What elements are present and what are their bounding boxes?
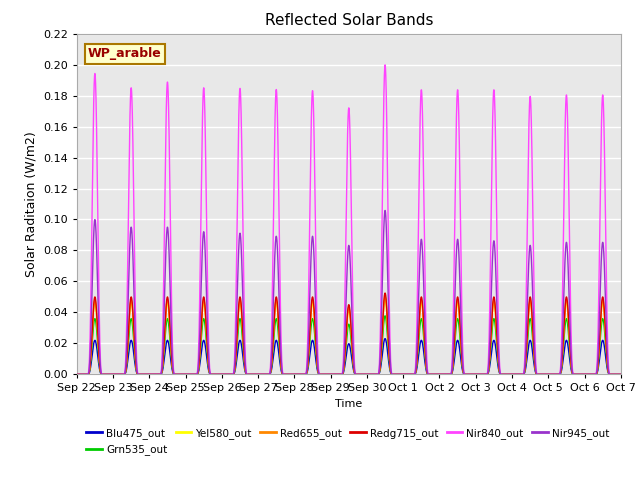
Nir945_out (189, 372, 197, 377)
Blu475_out (381, 336, 389, 341)
Line: Nir840_out: Nir840_out (77, 65, 621, 374)
Yel580_out (73, 372, 81, 377)
Nir945_out (381, 207, 389, 213)
Grn535_out (184, 372, 191, 377)
Nir945_out (424, 371, 431, 377)
Red655_out (424, 371, 431, 377)
Redg715_out (189, 372, 197, 377)
Red655_out (184, 372, 191, 377)
Yel580_out (189, 372, 197, 377)
Line: Redg715_out: Redg715_out (77, 293, 621, 374)
Nir840_out (424, 371, 431, 376)
Redg715_out (501, 372, 509, 377)
Redg715_out (424, 371, 431, 377)
Title: Reflected Solar Bands: Reflected Solar Bands (264, 13, 433, 28)
Blu475_out (73, 372, 81, 377)
Red655_out (617, 372, 625, 377)
Redg715_out (615, 372, 623, 377)
Line: Nir945_out: Nir945_out (77, 210, 621, 374)
Nir945_out (276, 339, 284, 345)
Red655_out (615, 372, 623, 377)
Redg715_out (381, 290, 389, 296)
Line: Red655_out: Red655_out (77, 296, 621, 374)
Yel580_out (381, 297, 389, 302)
Nir840_out (501, 372, 509, 377)
Redg715_out (184, 372, 191, 377)
Legend: Blu475_out, Grn535_out, Yel580_out, Red655_out, Redg715_out, Nir840_out, Nir945_: Blu475_out, Grn535_out, Yel580_out, Red6… (82, 424, 613, 459)
Blu475_out (424, 372, 431, 377)
Y-axis label: Solar Raditaion (W/m2): Solar Raditaion (W/m2) (24, 131, 37, 277)
Blu475_out (189, 372, 197, 377)
Nir840_out (73, 372, 81, 377)
Redg715_out (73, 372, 81, 377)
Grn535_out (501, 372, 509, 377)
Grn535_out (276, 359, 284, 364)
Red655_out (276, 354, 284, 360)
Redg715_out (617, 372, 625, 377)
Yel580_out (276, 355, 284, 360)
Nir840_out (615, 372, 623, 377)
Red655_out (381, 293, 389, 299)
Line: Blu475_out: Blu475_out (77, 338, 621, 374)
Blu475_out (615, 372, 623, 377)
Yel580_out (184, 372, 191, 377)
Redg715_out (276, 353, 284, 359)
Blu475_out (184, 372, 191, 377)
Grn535_out (381, 313, 389, 319)
Grn535_out (424, 372, 431, 377)
Nir840_out (184, 372, 191, 377)
Nir945_out (501, 372, 509, 377)
Yel580_out (424, 371, 431, 377)
X-axis label: Time: Time (335, 399, 362, 409)
Nir945_out (617, 372, 625, 377)
Red655_out (501, 372, 509, 377)
Grn535_out (615, 372, 623, 377)
Nir945_out (615, 372, 623, 377)
Nir840_out (381, 62, 389, 68)
Yel580_out (501, 372, 509, 377)
Nir840_out (617, 372, 625, 377)
Blu475_out (501, 372, 509, 377)
Yel580_out (615, 372, 623, 377)
Blu475_out (276, 363, 284, 369)
Red655_out (189, 372, 197, 377)
Line: Yel580_out: Yel580_out (77, 300, 621, 374)
Nir945_out (184, 372, 191, 377)
Grn535_out (617, 372, 625, 377)
Yel580_out (617, 372, 625, 377)
Nir840_out (276, 304, 284, 310)
Nir840_out (189, 372, 197, 377)
Line: Grn535_out: Grn535_out (77, 316, 621, 374)
Text: WP_arable: WP_arable (88, 48, 161, 60)
Grn535_out (189, 372, 197, 377)
Red655_out (73, 372, 81, 377)
Nir945_out (73, 372, 81, 377)
Grn535_out (73, 372, 81, 377)
Blu475_out (617, 372, 625, 377)
